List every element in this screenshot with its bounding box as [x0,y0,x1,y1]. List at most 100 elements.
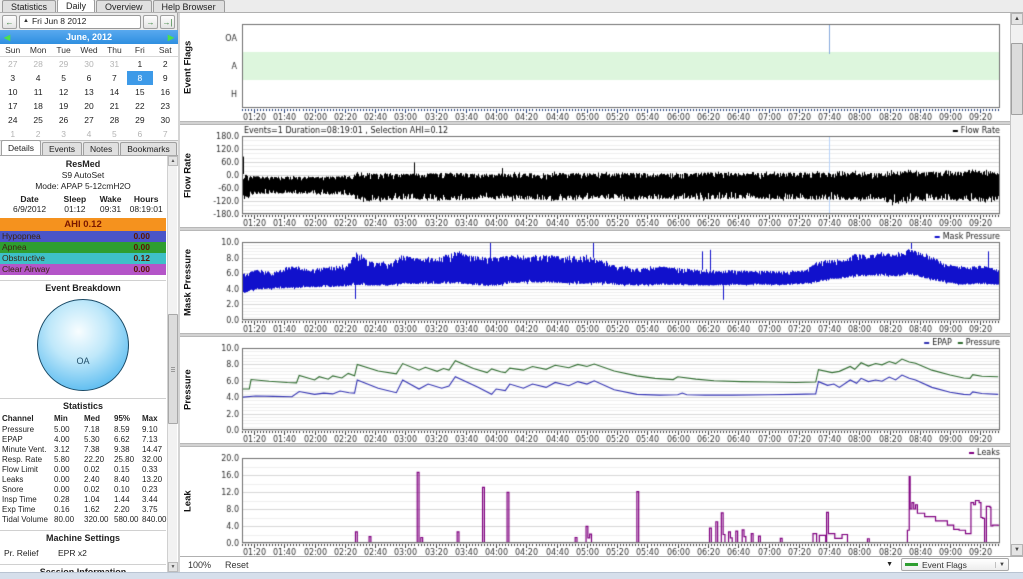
scroll-down-icon[interactable]: ▼ [1011,544,1023,556]
calendar-day[interactable]: 29 [135,115,145,125]
scroll-up-icon[interactable]: ▲ [168,156,178,166]
details-scrollbar[interactable]: ▲ ▼ [167,156,178,572]
calendar-day[interactable]: 15 [135,87,145,97]
stats-cell: Exp Time [2,505,36,514]
chart-pressure[interactable]: Pressure [180,337,1010,443]
tab-bookmarks[interactable]: Bookmarks [120,142,177,155]
calendar-day[interactable]: 1 [137,59,143,69]
calendar-day[interactable]: 4 [35,73,41,83]
event-label: Obstructive [2,253,45,263]
calendar-day[interactable]: 8 [127,71,153,85]
calendar-day[interactable]: 5 [112,129,117,139]
calendar-day[interactable]: 2 [162,59,168,69]
calendar-day[interactable]: 25 [33,115,43,125]
tab-statistics[interactable]: Statistics [2,0,57,12]
chart-mask-pressure[interactable]: Mask Pressure [180,231,1010,333]
latest-day-button[interactable]: →| [160,14,175,29]
chart-plot-mask-pressure[interactable] [196,231,1010,333]
calendar-day[interactable]: 6 [86,73,92,83]
panel-splitter[interactable] [178,13,180,572]
calendar-day[interactable]: 19 [58,101,69,111]
chart-flow-rate[interactable]: Flow Rate [180,125,1010,227]
stats-row: Snore 0.00 0.02 0.10 0.23 [0,485,166,495]
scroll-up-icon[interactable]: ▲ [1011,13,1023,25]
calendar-day[interactable]: 16 [160,87,171,97]
pie-slice-label: OA [76,355,90,366]
calendar-day[interactable]: 14 [109,87,120,97]
chart-splitter[interactable] [180,121,1010,125]
chart-event-flags[interactable]: Event Flags [180,13,1010,121]
session-value: 09:31 [99,204,122,214]
chart-plot-leak[interactable] [196,447,1010,556]
chevron-down-icon[interactable]: ▼ [886,561,893,568]
calendar-day[interactable]: 13 [84,87,94,97]
tab-daily[interactable]: Daily [57,0,96,12]
calendar-day[interactable]: 30 [160,115,171,125]
session-header: Date [20,194,39,204]
calendar-day[interactable]: 24 [7,115,18,125]
calendar-day[interactable]: 12 [58,87,69,97]
calendar-day[interactable]: 30 [84,59,94,69]
calendar-day[interactable]: 10 [7,87,18,97]
event-label: Clear Airway [2,264,50,274]
calendar-day[interactable]: 31 [109,59,120,69]
calendar-day[interactable]: 5 [61,73,66,83]
chart-scrollbar-thumb[interactable] [1011,43,1023,115]
stats-header-row: Channel Min Med 95% Max [0,414,166,425]
calendar-day[interactable]: 27 [7,59,18,69]
calendar-day[interactable]: 4 [86,129,92,139]
calendar-day[interactable]: 11 [33,87,43,97]
calendar-day[interactable]: 20 [84,101,94,111]
chart-plot-flow-rate[interactable] [196,125,1010,227]
calendar-day[interactable]: 23 [160,101,171,111]
calendar-day[interactable]: 28 [109,115,120,125]
event-breakdown-pie[interactable]: OA [37,299,129,391]
stats-cell: 5.00 [54,425,70,434]
calendar-day[interactable]: 6 [137,129,143,139]
chart-select-combo[interactable]: Event Flags ▼ [901,558,1009,571]
stats-cell: 0.28 [54,495,70,504]
chart-splitter[interactable] [180,227,1010,231]
calendar-day[interactable]: 21 [109,101,120,111]
chart-plot-pressure[interactable] [196,337,1010,443]
calendar-prev-month-button[interactable]: ◀ [4,32,11,42]
stats-cell: 4.00 [54,435,70,444]
calendar-day[interactable]: 26 [58,115,69,125]
calendar-day[interactable]: 9 [162,73,168,83]
date-dropdown[interactable]: ▲ Fri Jun 8 2012 [19,14,141,29]
stats-cell: 9.10 [142,425,158,434]
calendar-day[interactable]: 3 [61,129,66,139]
next-day-button[interactable]: → [143,14,158,29]
chart-plot-event-flags[interactable] [196,13,1010,121]
calendar-day[interactable]: 17 [7,101,18,111]
chart-splitter[interactable] [180,333,1010,337]
chart-scrollbar[interactable]: ▲ ▼ [1010,13,1023,556]
weekday-label: Thu [107,45,122,55]
calendar-day[interactable]: 7 [162,129,168,139]
scroll-down-icon[interactable]: ▼ [168,562,178,572]
calendar-day[interactable]: 29 [58,59,69,69]
tab-details[interactable]: Details [1,140,41,155]
reset-button[interactable]: Reset [225,559,249,570]
calendar-day[interactable]: 7 [112,73,117,83]
calendar-next-month-button[interactable]: ▶ [167,32,174,42]
chart-leak[interactable]: Leak [180,447,1010,556]
calendar-month-label: June, 2012 [65,32,113,42]
calendar-day[interactable]: 22 [135,101,145,111]
tab-notes[interactable]: Notes [82,142,120,155]
stats-cell: 3.44 [142,495,158,504]
calendar-day[interactable]: 18 [33,101,43,111]
tab-events[interactable]: Events [41,142,82,155]
details-scrollbar-thumb[interactable] [168,314,178,424]
event-row-clear-airway: Clear Airway 0.00 [0,264,166,275]
prev-day-button[interactable]: ← [2,14,17,29]
calendar-day[interactable]: 27 [84,115,94,125]
calendar-day[interactable]: 28 [33,59,43,69]
calendar-day[interactable]: 1 [10,129,16,139]
tab-help-browser[interactable]: Help Browser [152,0,225,12]
chart-splitter[interactable] [180,443,1010,447]
tab-overview[interactable]: Overview [96,0,152,12]
machine-brand: ResMed [65,159,101,169]
calendar-day[interactable]: 2 [35,129,41,139]
calendar-day[interactable]: 3 [10,73,16,83]
